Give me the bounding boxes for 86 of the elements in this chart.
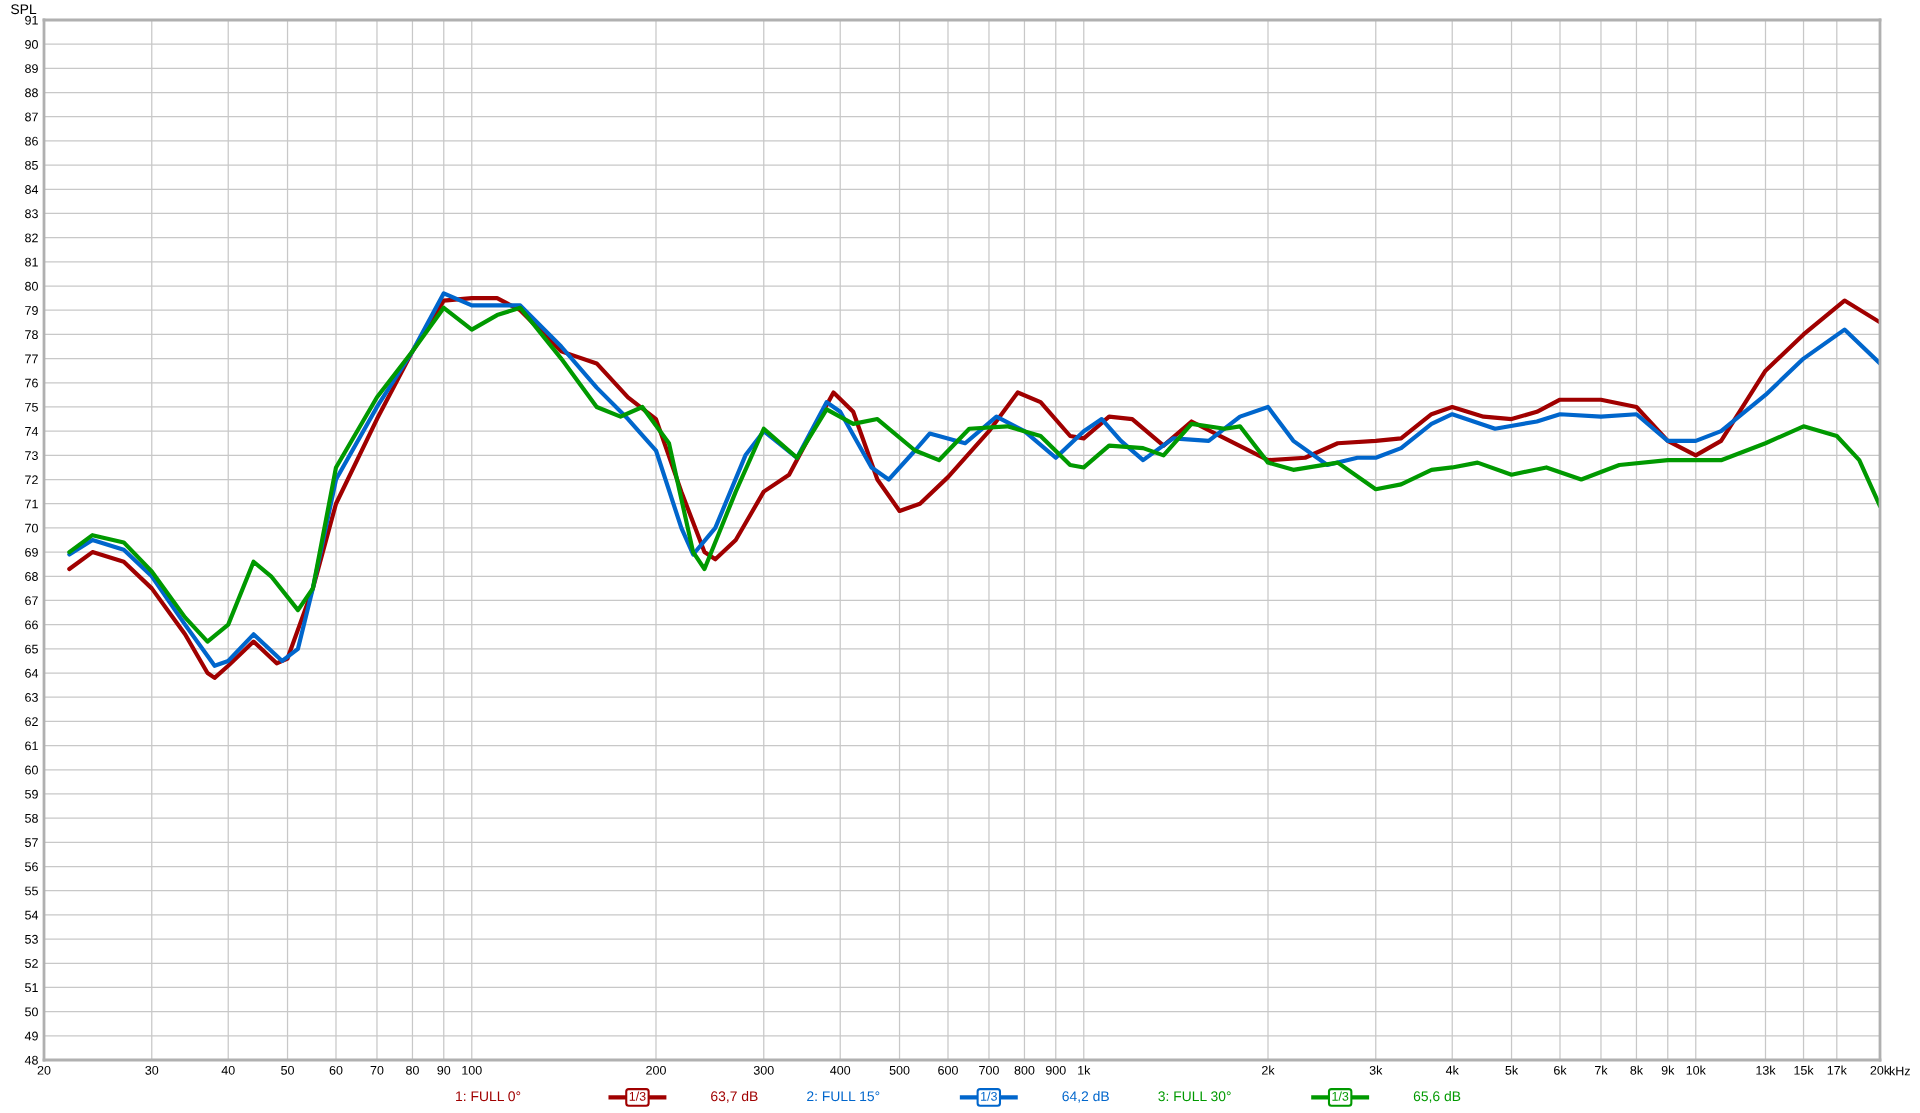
y-tick-label: 79 [25,306,38,315]
y-tick-label: 73 [25,451,38,460]
x-tick-label: 100 [462,1065,482,1075]
y-tick-label: 51 [25,983,38,993]
text: 2: FULL 15° [807,1091,880,1102]
x-tick-label: 60 [329,1065,343,1075]
x-tick-label: 90 [437,1065,451,1075]
y-tick-label: 91 [25,15,38,25]
y-tick-label: 64 [25,668,39,678]
text: 3: FULL 30° [1158,1091,1231,1102]
text: 63,7 dB [711,1090,758,1103]
text: 1/3 [1332,1091,1349,1101]
x-tick-label: 900 [1045,1065,1066,1075]
y-tick-label: 50 [25,1007,38,1017]
y-tick-label: 89 [25,64,38,74]
y-tick-label: 59 [25,789,38,799]
x-tick-label: 4k [1445,1065,1459,1075]
y-tick-label: 67 [25,596,38,606]
x-axis-title: kHz [1889,1066,1910,1076]
y-tick-label: 54 [25,910,39,920]
y-tick-label: 57 [25,838,38,847]
x-tick-label: 10k [1686,1065,1706,1075]
y-tick-label: 62 [25,717,38,727]
y-tick-label: 77 [25,354,38,364]
x-tick-label: 70 [370,1065,384,1075]
y-tick-label: 65 [25,644,38,654]
x-tick-label: 7k [1595,1065,1608,1075]
y-tick-label: 53 [25,934,38,944]
y-tick-label: 70 [25,523,38,533]
y-tick-label: 87 [25,112,38,122]
text: 64,2 dB [1062,1090,1109,1103]
y-tick-label: 75 [25,402,38,412]
y-tick-label: 78 [25,330,38,340]
y-tick-label: 66 [25,620,38,630]
x-tick-label: 5k [1505,1065,1519,1075]
x-tick-label: 300 [753,1065,774,1075]
y-tick-label: 60 [25,765,38,775]
text: 65,6 dB [1413,1090,1461,1103]
y-tick-label: 61 [25,741,38,751]
text: 1: FULL 0° [456,1091,521,1102]
x-tick-label: 17k [1827,1065,1847,1075]
x-tick-label: 80 [406,1065,419,1075]
y-tick-label: 69 [25,547,38,557]
y-tick-label: 55 [25,886,38,896]
x-tick-label: 15k [1794,1065,1814,1075]
x-tick-label: 50 [281,1065,294,1075]
y-tick-label: 48 [24,1055,38,1065]
y-tick-label: 81 [25,257,38,267]
x-tick-label: 1k [1078,1065,1091,1075]
x-tick-label: 2k [1262,1065,1275,1075]
y-tick-label: 49 [24,1031,38,1041]
y-tick-label: 56 [25,862,38,872]
y-tick-label: 76 [25,378,38,388]
y-tick-label: 88 [25,88,38,98]
x-tick-label: 3k [1369,1065,1383,1075]
x-tick-label: 200 [646,1065,666,1075]
x-tick-label: 30 [145,1065,159,1075]
x-tick-label: 400 [830,1065,851,1075]
y-tick-label: 86 [25,136,38,146]
x-tick-label: 20k [1870,1065,1891,1075]
x-tick-label: 9k [1661,1065,1675,1075]
y-tick-label: 83 [25,209,38,219]
y-tick-label: 72 [25,475,38,485]
x-tick-label: 20 [37,1065,51,1075]
y-tick-label: 84 [25,185,39,194]
y-tick-label: 63 [25,693,38,702]
y-tick-label: 58 [25,813,38,823]
x-tick-label: 500 [889,1065,910,1075]
y-tick-label: 71 [25,499,38,509]
y-tick-label: 80 [25,281,38,291]
x-tick-label: 6k [1554,1065,1567,1075]
text: 1/3 [629,1091,646,1101]
y-tick-label: 85 [25,160,38,170]
y-tick-label: 52 [25,959,38,968]
y-axis-title: SPL [11,4,37,15]
x-tick-label: 600 [938,1065,958,1075]
x-tick-label: 40 [221,1065,235,1075]
y-tick-label: 90 [25,39,38,49]
text: 1/3 [981,1091,997,1101]
y-tick-label: 68 [25,572,38,581]
y-tick-label: 82 [25,233,38,243]
y-tick-label: 74 [25,427,39,436]
x-tick-label: 800 [1014,1065,1035,1075]
x-tick-label: 8k [1630,1065,1644,1075]
x-tick-label: 13k [1756,1065,1776,1075]
x-tick-label: 700 [979,1065,999,1075]
